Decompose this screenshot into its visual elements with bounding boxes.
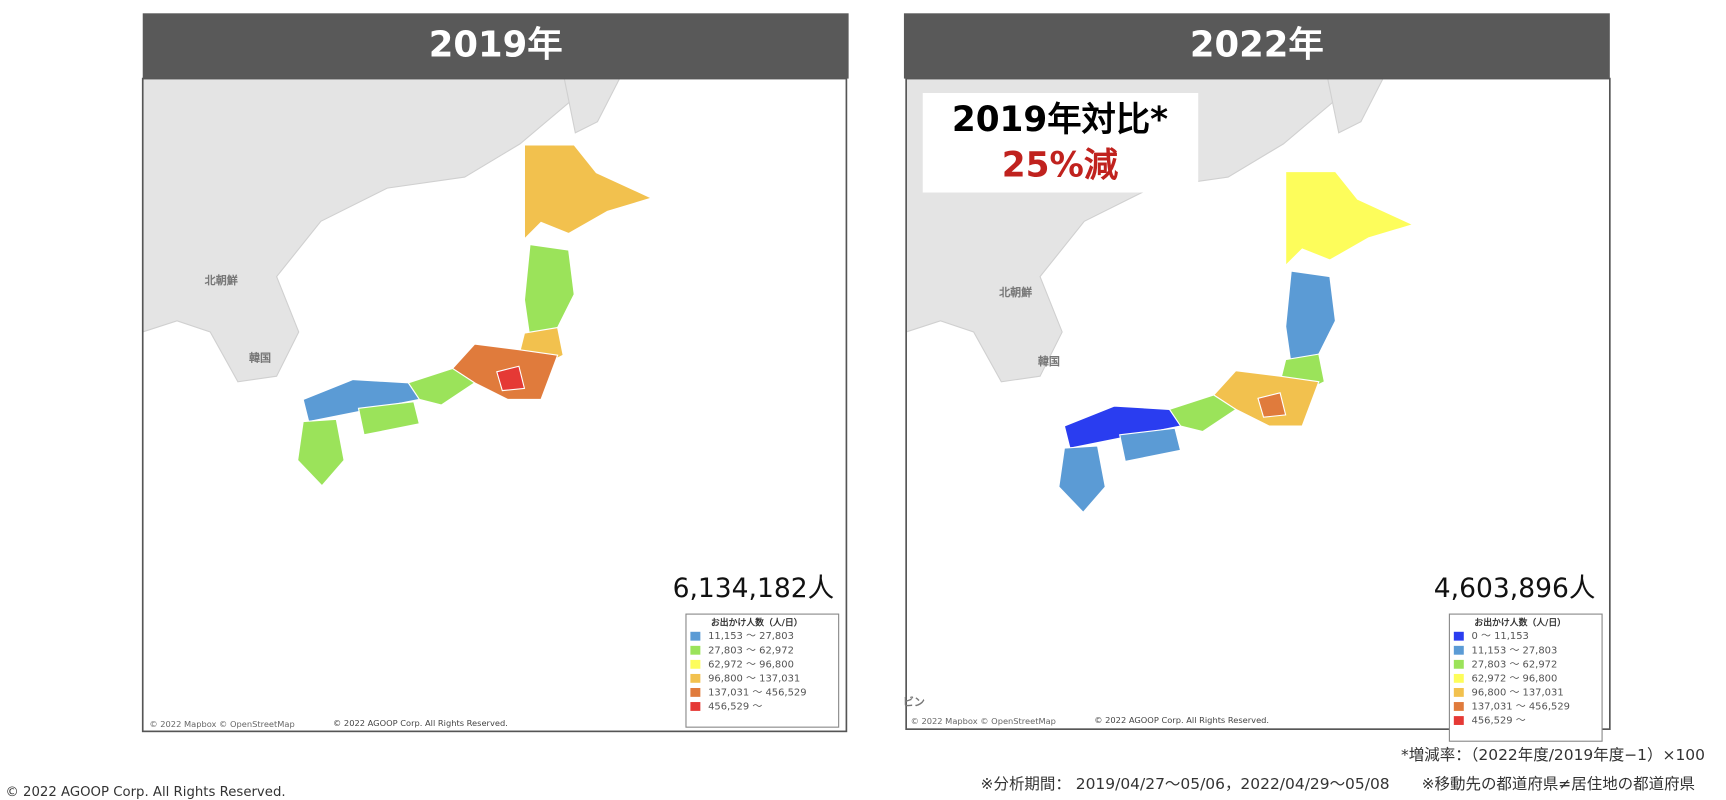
note: ※分析期間： 2019/04/27〜05/06，2022/04/29〜05/08 [981, 775, 1390, 793]
panel-header [142, 13, 849, 79]
legend-title: お出かけ人数（人/日） [711, 616, 803, 628]
legend-swatch [690, 659, 701, 669]
map-label: 北朝鮮 [999, 285, 1032, 299]
map-2019 [142, 78, 847, 732]
callout-box [922, 92, 1199, 193]
legend-label: 137,031 〜 456,529 [708, 687, 806, 698]
credit: © 2022 AGOOP Corp. All Rights Reserved. [1094, 715, 1269, 725]
legend-label: 96,800 〜 137,031 [1472, 687, 1564, 698]
legend-label: 27,803 〜 62,972 [708, 645, 794, 656]
note: *増減率：（2022年度/2019年度−1）×100 [1401, 746, 1705, 764]
note: ※移動先の都道府県≠居住地の都道府県 [1422, 775, 1695, 793]
legend-label: 11,153 〜 27,803 [708, 631, 794, 642]
callout-line1: 2019年対比* [952, 100, 1168, 140]
map-label: ビン [903, 695, 925, 709]
legend-label: 137,031 〜 456,529 [1472, 701, 1570, 712]
total: 6,134,182人 [673, 573, 835, 604]
legend-label: 62,972 〜 96,800 [708, 659, 794, 670]
legend-swatch [690, 645, 701, 655]
legend-swatch [1453, 659, 1464, 669]
legend-label: 62,972 〜 96,800 [1472, 673, 1558, 684]
legend-swatch [1453, 645, 1464, 655]
total: 4,603,896人 [1434, 573, 1596, 604]
legend-swatch [1453, 673, 1464, 683]
legend-label: 0 〜 11,153 [1472, 631, 1529, 642]
credit: © 2022 AGOOP Corp. All Rights Reserved. [333, 718, 508, 728]
legend-label: 456,529 〜 [708, 701, 762, 712]
legend-label: 456,529 〜 [1472, 716, 1526, 727]
map-label: 韓国 [249, 351, 271, 365]
map-label: 韓国 [1038, 354, 1060, 368]
credit: © 2022 Mapbox © OpenStreetMap [911, 716, 1056, 726]
legend-label: 96,800 〜 137,031 [708, 673, 800, 684]
legend-label: 27,803 〜 62,972 [1472, 659, 1558, 670]
legend-swatch [1453, 702, 1464, 711]
legend-swatch [1453, 631, 1464, 641]
map-label: 北朝鮮 [205, 273, 238, 287]
legend-label: 11,153 〜 27,803 [1472, 645, 1558, 656]
panel-title: 2019年 [429, 25, 563, 66]
credit: © 2022 Mapbox © OpenStreetMap [149, 719, 294, 729]
legend-swatch [690, 673, 701, 683]
legend-box [685, 613, 840, 728]
callout-line2: 25%減 [1002, 146, 1119, 186]
legend-swatch [690, 631, 701, 641]
panel-header [903, 13, 1610, 79]
legend-swatch [1453, 716, 1464, 725]
panel-title: 2022年 [1190, 25, 1324, 66]
footer: © 2022 AGOOP Corp. All Rights Reserved. [6, 785, 286, 800]
legend-title: お出かけ人数（人/日） [1474, 616, 1566, 628]
legend-swatch [1453, 687, 1464, 697]
legend-swatch [690, 702, 701, 711]
legend-box [1448, 613, 1603, 742]
legend-swatch [690, 687, 701, 697]
